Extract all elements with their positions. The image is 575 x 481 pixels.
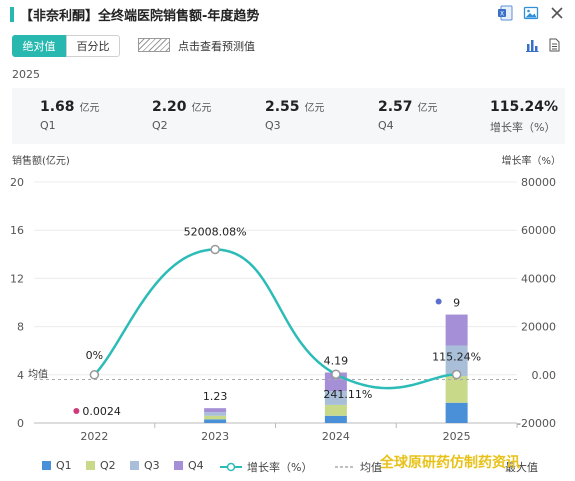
legend-item-average[interactable]: 均值 [335, 461, 382, 474]
bar-segment [204, 415, 227, 420]
year-label: 2025 [12, 68, 40, 81]
bar-chart-icon[interactable] [525, 38, 539, 52]
stat-value: 115.24% [490, 99, 559, 115]
svg-text:X: X [500, 11, 504, 18]
watermark: 全球原研药仿制药资讯 [380, 455, 520, 471]
y-axis-left-title: 销售额(亿元) [12, 156, 70, 167]
bar-segment [204, 408, 227, 413]
stat-unit: 亿元 [304, 103, 325, 114]
y-left-tick-label: 4 [17, 369, 24, 382]
stat-value: 2.55 [265, 99, 300, 115]
growth-point [210, 244, 220, 255]
growth-data-label: 241.11% [323, 388, 372, 401]
absolute-value-button[interactable]: 绝对值 [12, 35, 66, 57]
bar-segment [204, 419, 227, 423]
stat-label: Q1 [40, 119, 56, 132]
stat-label: Q4 [378, 119, 394, 132]
y-left-tick-label: 16 [10, 224, 24, 237]
x-tick-label: 2023 [201, 430, 229, 443]
title-accent-bar [10, 7, 14, 22]
forecast-hatch-swatch[interactable] [138, 38, 170, 52]
total-data-label: 0.0024 [82, 405, 121, 418]
growth-point [331, 369, 341, 379]
bar-segment [445, 376, 468, 403]
stat-value: 2.57 [378, 99, 413, 115]
total-marker [435, 298, 442, 305]
bar-segment [324, 391, 347, 405]
percentage-button[interactable]: 百分比 [66, 35, 120, 57]
y-axis-right-title: 增长率（%） [501, 156, 561, 167]
y-right-tick-label: 60000 [521, 224, 556, 237]
legend-item-q3[interactable]: Q3 [130, 459, 160, 472]
stats-panel: 1.68 亿元 Q1 2.20 亿元 Q2 2.55 亿元 Q3 2.57 亿元 Q4 … [12, 88, 565, 144]
bar-segment [445, 314, 468, 346]
y-right-tick-label: 40000 [521, 272, 556, 285]
stat-label: Q2 [152, 119, 168, 132]
stat-unit: 亿元 [417, 103, 438, 114]
average-label: 均值 [28, 367, 48, 380]
header: 【非奈利酮】全终端医院销售额-年度趋势 X [0, 0, 575, 28]
total-marker [73, 407, 80, 414]
legend-item-growth[interactable]: 增长率（%） [220, 459, 312, 475]
legend-item-max[interactable]: 最大值 [505, 461, 538, 474]
x-tick-label: 2022 [80, 430, 108, 443]
legend-item-q1[interactable]: Q1 [42, 459, 72, 472]
stat-unit: 亿元 [79, 103, 100, 114]
growth-data-label: 52008.08% [184, 225, 247, 238]
y-right-tick-label: 80000 [521, 176, 556, 189]
bar-segment [445, 402, 468, 423]
bar-segment [324, 415, 347, 423]
y-left-tick-label: 12 [10, 272, 24, 285]
growth-line [93, 248, 457, 390]
data-table-icon[interactable] [547, 38, 561, 52]
excel-export-icon[interactable]: X [497, 5, 513, 21]
stat-label: 增长率（%） [490, 121, 556, 134]
y-left-tick-label: 8 [17, 321, 24, 334]
growth-point [89, 370, 100, 380]
bar-segment [445, 345, 468, 377]
image-download-icon[interactable] [523, 5, 539, 21]
growth-data-label: 115.24% [432, 351, 481, 364]
chart-legend: Q1 Q2 Q3 Q4 增长率（%） 均值 最大值 [0, 455, 575, 477]
total-data-label: 9 [453, 297, 460, 310]
y-right-tick-label: -20000 [517, 417, 556, 430]
y-right-tick-label: 20000 [521, 321, 556, 334]
total-data-label: 4.19 [324, 355, 349, 368]
y-left-tick-label: 20 [10, 176, 24, 189]
y-left-tick-label: 0 [17, 417, 24, 430]
bar-segment [324, 404, 347, 416]
bar-segment [204, 412, 227, 416]
total-data-label: 1.23 [203, 390, 228, 403]
growth-data-label: 0% [86, 349, 103, 362]
y-right-tick-label: 0.00 [532, 369, 557, 382]
sales-chart: 0 4 8 12 16 20 -20000 0.00 20000 40000 60000 80000 2… [10, 176, 557, 443]
stat-unit: 亿元 [191, 103, 212, 114]
stat-value: 2.20 [152, 99, 187, 115]
close-icon[interactable] [549, 5, 565, 21]
x-tick-label: 2025 [443, 430, 471, 443]
legend-item-q4[interactable]: Q4 [174, 459, 204, 472]
stat-value: 1.68 [40, 99, 75, 115]
show-forecast-link[interactable]: 点击查看预测值 [178, 40, 255, 53]
legend-item-q2[interactable]: Q2 [86, 459, 116, 472]
stat-label: Q3 [265, 119, 281, 132]
growth-point [451, 369, 462, 380]
page-title: 【非奈利酮】全终端医院销售额-年度趋势 [20, 9, 260, 24]
x-tick-label: 2024 [322, 430, 350, 443]
